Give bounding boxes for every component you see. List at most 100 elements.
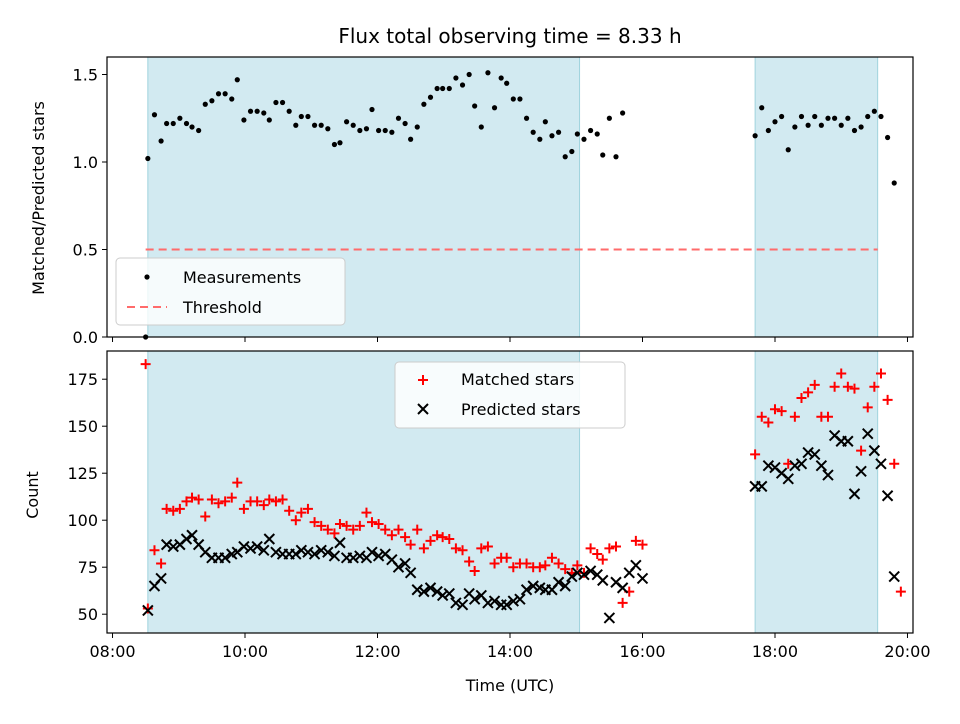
predicted-point — [603, 612, 616, 624]
matched-point — [869, 381, 880, 392]
measurement-point — [209, 98, 215, 104]
predicted-point — [500, 599, 513, 611]
predicted-point — [160, 538, 173, 551]
predicted-point — [251, 540, 263, 553]
measurement-point — [478, 124, 484, 130]
x-tick-label: 18:00 — [752, 642, 798, 661]
measurement-point — [266, 117, 272, 123]
y-tick-label: 1.5 — [73, 66, 98, 85]
y-tick-label: 1.0 — [73, 153, 98, 172]
matched-point — [213, 498, 224, 509]
measurement-point — [389, 129, 395, 135]
measurement-point — [421, 101, 427, 107]
matched-point — [386, 530, 397, 541]
matched-point — [341, 520, 352, 531]
matched-point — [560, 564, 571, 575]
matched-point — [534, 562, 545, 573]
matched-point — [630, 535, 641, 546]
predicted-point — [238, 540, 250, 553]
legend-label-threshold: Threshold — [182, 298, 262, 317]
measurement-point — [765, 127, 771, 134]
measurement-point — [871, 108, 877, 114]
legend-plus-marker — [418, 375, 428, 385]
matched-point — [776, 406, 787, 417]
matched-point — [432, 530, 443, 541]
matched-point — [405, 539, 416, 550]
matched-point — [322, 524, 333, 535]
measurement-point — [177, 115, 183, 121]
chart-title: Flux total observing time = 8.33 h — [338, 24, 681, 48]
measurement-point — [189, 124, 195, 130]
matched-point — [425, 535, 436, 546]
predicted-point — [142, 604, 154, 617]
measurement-point — [805, 122, 811, 128]
measurement-point — [293, 122, 299, 128]
measurement-point — [298, 113, 304, 120]
measurement-point — [858, 124, 864, 130]
matched-point — [444, 534, 455, 544]
matched-point — [882, 394, 893, 405]
predicted-point — [888, 570, 900, 583]
measurement-point — [594, 131, 600, 137]
top-legend: Measurements Threshold — [115, 257, 346, 326]
measurement-point — [158, 138, 164, 144]
measurement-point — [229, 96, 235, 102]
measurement-point — [832, 115, 838, 121]
matched-point — [862, 402, 873, 413]
matched-point — [592, 549, 603, 560]
measurement-point — [574, 131, 580, 137]
predicted-point — [180, 533, 193, 545]
measurement-point — [825, 115, 831, 121]
measurement-point — [222, 91, 228, 97]
matched-point — [220, 496, 231, 507]
x-tick-label: 16:00 — [619, 642, 665, 661]
measurement-point — [878, 113, 884, 120]
measurement-point — [891, 180, 897, 186]
measurement-point — [369, 106, 375, 113]
measurement-point — [812, 113, 818, 120]
matched-point — [437, 532, 448, 543]
predicted-point — [809, 448, 821, 461]
matched-point — [849, 383, 860, 394]
measurement-point — [785, 147, 791, 153]
legend-dot-marker — [144, 274, 150, 280]
matched-point — [270, 496, 281, 507]
matched-point — [193, 494, 204, 505]
predicted-point — [270, 546, 282, 558]
predicted-point — [630, 559, 642, 572]
predicted-point — [868, 444, 881, 457]
measurement-point — [818, 122, 824, 128]
measurement-point — [434, 85, 440, 92]
x-tick-label: 20:00 — [884, 642, 930, 661]
matched-point — [329, 528, 340, 539]
measurement-point — [588, 127, 594, 134]
measurement-point — [427, 94, 434, 100]
measurement-point — [504, 80, 510, 86]
predicted-point — [597, 574, 609, 587]
matched-point — [572, 560, 583, 571]
matched-point — [457, 545, 468, 556]
bottom-panel: 50 75 100 125 150 175 08:00 10:00 12:00 14:00 16:0… — [67, 350, 931, 661]
measurement-point — [170, 120, 176, 127]
measurement-point — [537, 136, 543, 142]
measurement-point — [845, 115, 851, 121]
measurement-point — [606, 115, 612, 121]
predicted-point — [347, 552, 359, 564]
predicted-point — [514, 593, 526, 605]
predicted-point — [520, 584, 533, 596]
predicted-point — [258, 544, 270, 556]
predicted-point — [334, 537, 346, 549]
measurement-point — [311, 122, 318, 128]
measurement-point — [376, 127, 382, 134]
matched-point — [803, 387, 814, 398]
measurement-point — [337, 140, 343, 146]
matched-point — [756, 411, 767, 422]
measurement-point — [318, 122, 324, 128]
matched-point — [140, 359, 151, 370]
y-tick-label: 175 — [67, 370, 98, 389]
matched-point — [895, 586, 906, 597]
matched-point — [290, 515, 301, 526]
measurement-point — [459, 82, 466, 88]
predicted-point — [424, 582, 437, 594]
legend-box — [115, 257, 346, 326]
